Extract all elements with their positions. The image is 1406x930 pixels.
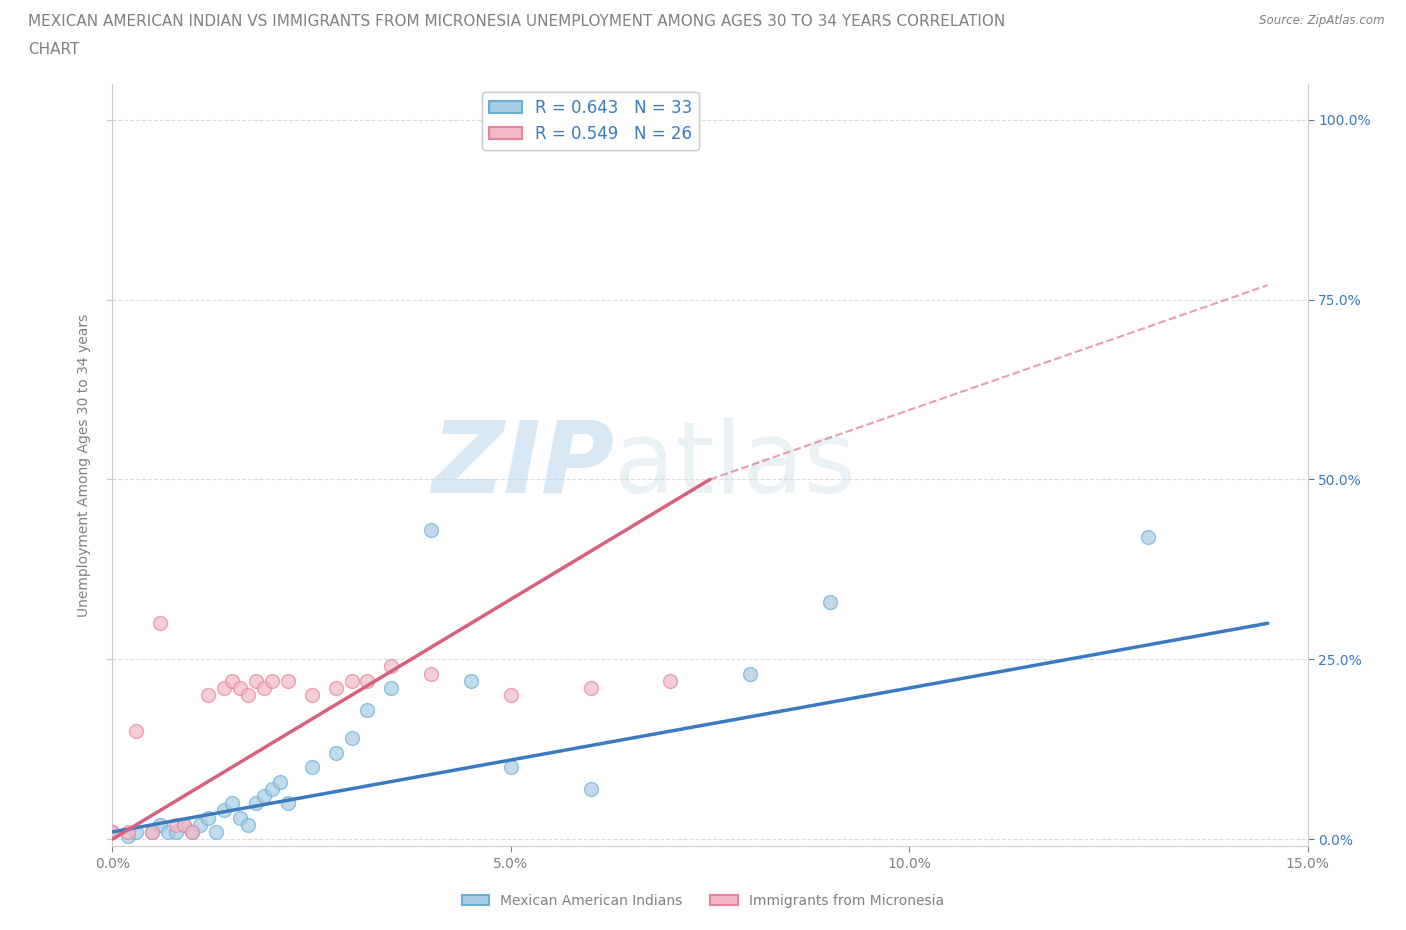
Point: [181, 825, 204, 840]
Point: [340, 673, 363, 688]
Point: [245, 796, 267, 811]
Point: [245, 673, 267, 688]
Point: [253, 681, 276, 696]
Point: [356, 702, 378, 717]
Point: [380, 681, 402, 696]
Point: [149, 616, 172, 631]
Point: [499, 688, 522, 703]
Point: [659, 673, 682, 688]
Point: [221, 673, 243, 688]
Point: [420, 523, 443, 538]
Point: [141, 825, 163, 840]
Text: MEXICAN AMERICAN INDIAN VS IMMIGRANTS FROM MICRONESIA UNEMPLOYMENT AMONG AGES 30: MEXICAN AMERICAN INDIAN VS IMMIGRANTS FR…: [28, 14, 1005, 29]
Point: [499, 760, 522, 775]
Legend: R = 0.643   N = 33, R = 0.549   N = 26: R = 0.643 N = 33, R = 0.549 N = 26: [482, 92, 699, 150]
Point: [197, 810, 219, 825]
Point: [141, 825, 163, 840]
Point: [188, 817, 211, 832]
Y-axis label: Unemployment Among Ages 30 to 34 years: Unemployment Among Ages 30 to 34 years: [77, 313, 91, 617]
Legend: Mexican American Indians, Immigrants from Micronesia: Mexican American Indians, Immigrants fro…: [456, 889, 950, 914]
Point: [260, 673, 283, 688]
Point: [117, 828, 139, 843]
Point: [579, 681, 602, 696]
Point: [173, 817, 195, 832]
Point: [277, 673, 299, 688]
Point: [165, 825, 187, 840]
Point: [579, 781, 602, 796]
Point: [236, 817, 259, 832]
Point: [197, 688, 219, 703]
Point: [325, 681, 347, 696]
Point: [229, 681, 252, 696]
Point: [380, 659, 402, 674]
Point: [301, 760, 323, 775]
Point: [221, 796, 243, 811]
Point: [212, 803, 235, 817]
Point: [269, 774, 291, 789]
Point: [301, 688, 323, 703]
Point: [125, 724, 148, 738]
Point: [1137, 529, 1160, 544]
Point: [165, 817, 187, 832]
Point: [173, 817, 195, 832]
Point: [325, 745, 347, 760]
Point: [125, 825, 148, 840]
Point: [260, 781, 283, 796]
Point: [117, 825, 139, 840]
Point: [340, 731, 363, 746]
Point: [149, 817, 172, 832]
Point: [101, 825, 124, 840]
Point: [181, 825, 204, 840]
Point: [356, 673, 378, 688]
Point: [205, 825, 228, 840]
Point: [460, 673, 482, 688]
Point: [157, 825, 180, 840]
Text: ZIP: ZIP: [432, 417, 614, 513]
Text: CHART: CHART: [28, 42, 80, 57]
Text: atlas: atlas: [614, 417, 856, 513]
Point: [229, 810, 252, 825]
Point: [253, 789, 276, 804]
Point: [738, 666, 761, 681]
Text: Source: ZipAtlas.com: Source: ZipAtlas.com: [1260, 14, 1385, 27]
Point: [420, 666, 443, 681]
Point: [818, 594, 841, 609]
Point: [277, 796, 299, 811]
Point: [236, 688, 259, 703]
Point: [212, 681, 235, 696]
Point: [101, 825, 124, 840]
